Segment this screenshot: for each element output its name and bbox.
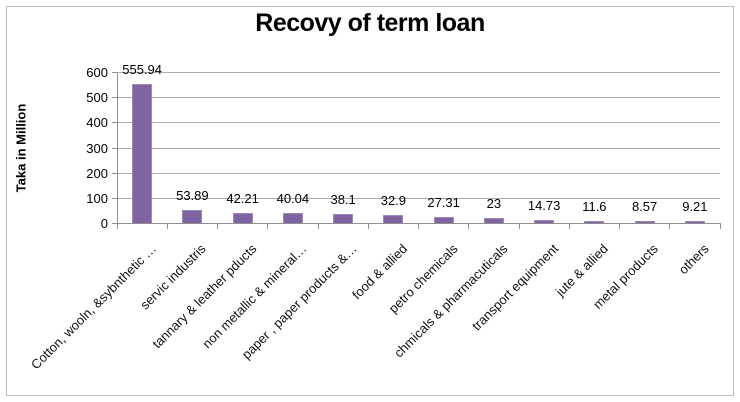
bar-value-label: 8.57 — [631, 199, 658, 215]
x-axis-tick — [568, 223, 570, 229]
bar-value-label: 11.6 — [582, 198, 607, 214]
gridline — [117, 122, 720, 124]
bar — [132, 83, 153, 224]
bar — [584, 220, 605, 224]
x-axis-tick — [719, 223, 721, 229]
bar — [433, 216, 454, 224]
bar — [232, 212, 253, 224]
x-axis-tick — [116, 223, 118, 229]
y-axis-tick — [112, 147, 117, 149]
bar-value-label: 53.89 — [176, 187, 209, 203]
x-axis-line — [117, 223, 721, 224]
y-axis-tick — [112, 197, 117, 199]
y-axis-tick — [112, 122, 117, 124]
bar-value-label: 14.73 — [527, 197, 561, 213]
y-axis-tick-label: 500 — [86, 90, 108, 106]
bar — [182, 209, 203, 224]
bar-value-label: 23 — [486, 195, 502, 211]
bar-value-label: 9.21 — [682, 199, 708, 215]
y-axis-tick-label: 600 — [86, 65, 108, 80]
bar-value-label: 40.04 — [276, 191, 310, 207]
gridline — [117, 97, 720, 99]
y-axis-line — [116, 72, 118, 225]
x-axis-tick — [518, 223, 520, 229]
bar — [333, 213, 354, 224]
bar — [282, 213, 303, 224]
x-axis-tick — [166, 223, 168, 229]
x-axis-tick — [217, 223, 218, 229]
y-axis-title: Taka in Million — [13, 103, 29, 193]
bar-value-label: 42.21 — [226, 190, 259, 206]
x-axis-tick — [317, 223, 319, 229]
gridline — [117, 197, 720, 199]
y-axis-tick — [112, 72, 117, 73]
bar-value-label: 555.94 — [122, 61, 162, 77]
y-axis-tick-label: 200 — [86, 165, 108, 181]
x-axis-tick — [267, 223, 269, 229]
y-axis-tick-label: 0 — [100, 216, 108, 231]
bar — [684, 221, 705, 224]
bar-value-label: 38.1 — [330, 191, 356, 207]
bar-value-label: 32.9 — [380, 193, 407, 209]
gridline — [117, 147, 720, 149]
chart-title: Recovy of term loan — [255, 9, 485, 37]
x-axis-tick — [367, 223, 369, 229]
y-axis-tick — [112, 97, 117, 99]
bar-value-label: 27.31 — [427, 194, 460, 210]
y-axis-tick-label: 400 — [86, 115, 108, 131]
bar — [534, 219, 555, 224]
gridline — [117, 72, 720, 73]
chart-border-frame — [6, 6, 734, 396]
y-axis-tick-label: 300 — [86, 140, 108, 156]
y-axis-tick — [112, 223, 117, 224]
bar — [634, 221, 655, 224]
bar — [483, 217, 504, 224]
x-axis-tick — [468, 223, 470, 229]
x-axis-tick — [619, 223, 620, 229]
y-axis-tick — [112, 172, 117, 174]
y-axis-tick-label: 100 — [86, 190, 108, 206]
x-axis-tick — [418, 223, 419, 229]
gridline — [117, 172, 720, 174]
x-axis-tick — [669, 223, 671, 229]
bar — [383, 215, 404, 224]
